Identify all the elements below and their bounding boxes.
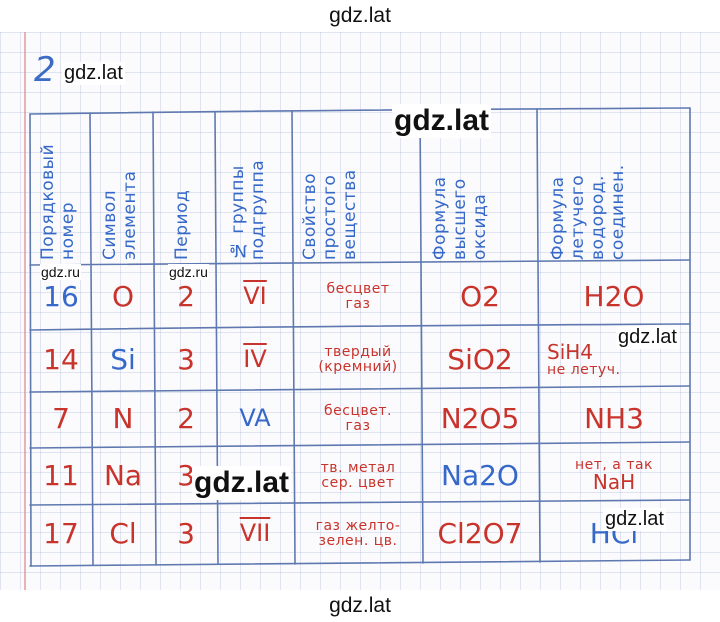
row4-period: 3 [177,458,195,492]
row2-symbol: Si [110,343,136,377]
watermark-bottom: gdz.lat [329,594,391,617]
row1-period: 2 [177,280,195,314]
row2-period: 3 [177,343,195,377]
row5-property-line1: газ желто- [315,518,401,535]
header-group: № группы подгруппа [228,159,268,260]
row2-property-line1: твердый [324,344,392,361]
header-symbol: Символ элемента [100,170,140,260]
row5-property-line2: зелен. цв. [318,533,398,549]
header-period: Период [172,189,192,260]
header-oxide: Формула высшего оксида [430,176,490,261]
row2-hydride: SiH4 не летуч. [539,329,689,391]
row2-hydride-line2: не летуч. [547,362,621,379]
row5-period: 3 [177,517,195,551]
row5-oxide: Cl2O7 [437,517,523,551]
row3-period: 2 [177,402,195,436]
row3-hydride: NH3 [584,402,644,436]
row1-hydride: H2O [583,280,645,314]
row2-property: твердый (кремний) [294,329,422,391]
row4-property: тв. метал сер. цвет [294,447,422,504]
row2-group: IV [243,345,267,374]
row4-hydride-line2: NaH [592,470,636,495]
row1-group: VI [243,282,267,311]
row1-oxide: O2 [460,280,500,314]
row3-oxide: N2O5 [440,402,520,436]
margin-line [24,32,26,590]
row2-property-line2: (кремний) [318,359,398,375]
task-number: 2 [34,50,56,90]
row5-symbol: Cl [109,517,137,551]
header-property: Свойство простого вещества [300,169,360,260]
row2-hydride-line1: SiH4 [547,340,594,365]
row1-property-line1: бесцвет [326,281,390,298]
row4-number: 11 [43,458,79,492]
watermark-row1-mid: gdz.ru [168,264,209,280]
watermark-top: gdz.lat [329,4,391,27]
header-hydride: Формула летучего водород. соединен. [548,164,628,260]
watermark-header-center: gdz.lat [392,104,491,138]
row2-number: 14 [43,343,79,377]
row4-symbol: Na [103,458,143,492]
watermark-row2-right: gdz.lat [616,326,679,349]
row4-hydride: нет, а так NaH [539,447,689,504]
row4-property-line1: тв. метал [320,459,396,476]
row1-property: бесцвет газ [294,265,422,329]
header-atomic-number: Порядковый номер [38,143,78,260]
row1-property-line2: газ [345,296,371,312]
row3-property: бесцвет. газ [294,391,422,447]
notebook-paper [0,32,720,590]
row1-number: 16 [43,280,79,314]
row3-property-line2: газ [345,418,371,434]
row4-hydride-line1: нет, а так [574,456,654,473]
watermark-row4-center: gdz.lat [192,466,291,500]
row2-oxide: SiO2 [447,343,513,377]
row5-number: 17 [43,517,79,551]
watermark-row5-right: gdz.lat [603,508,666,531]
row3-group: VA [239,404,271,433]
row4-property-line2: сер. цвет [321,474,395,491]
row4-oxide: Na2O [441,458,519,492]
row3-number: 7 [52,402,70,436]
row3-symbol: N [112,402,134,436]
row3-property-line1: бесцвет. [324,403,392,420]
watermark-near-number: gdz.lat [62,62,125,85]
row5-group: VII [239,519,271,548]
watermark-row1-left: gdz.ru [40,264,81,280]
row5-property: газ желто- зелен. цв. [294,504,422,564]
row1-symbol: O [111,280,135,314]
